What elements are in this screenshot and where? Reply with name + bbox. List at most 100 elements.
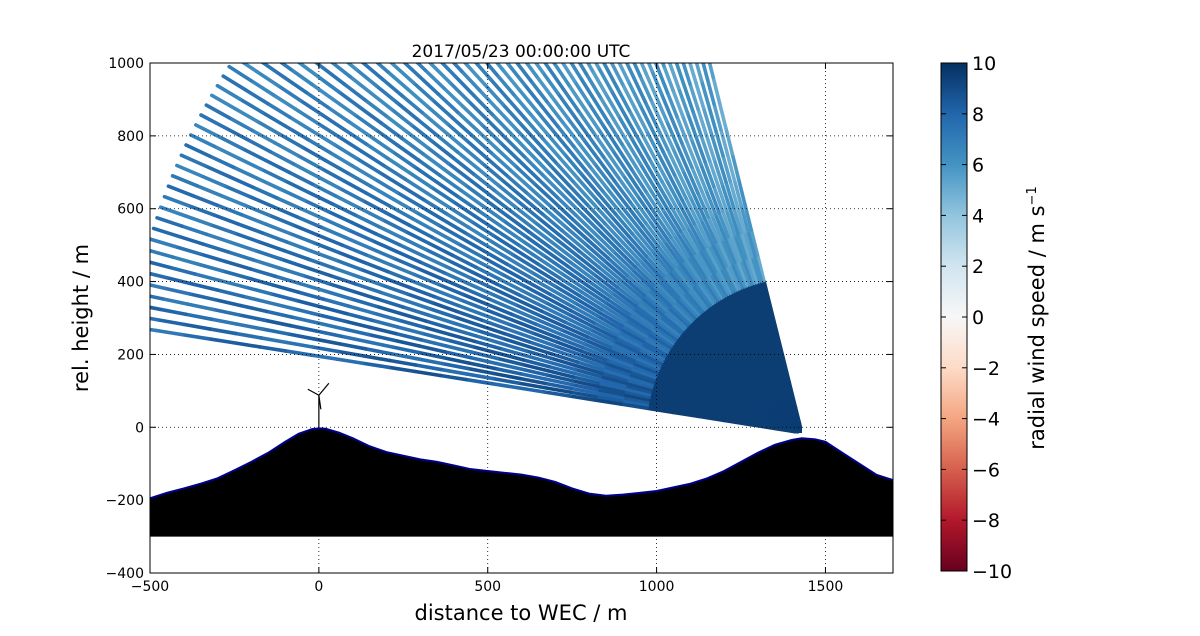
- scan-beam-segment: [261, 21, 282, 37]
- scan-beam-segment: [624, 237, 646, 261]
- scan-beam-segment: [703, 275, 721, 302]
- scan-beam-segment: [450, 115, 474, 138]
- scan-beam-segment: [447, 332, 477, 344]
- scan-beam-segment: [436, 92, 460, 114]
- scan-beam-segment: [227, 174, 255, 190]
- scan-beam-segment: [306, 190, 334, 206]
- x-tick-label: −500: [131, 579, 169, 595]
- scan-beam-segment: [692, 221, 708, 249]
- scan-beam-segment: [553, 160, 575, 184]
- scan-beam-segment: [698, 248, 715, 275]
- scan-beam-segment: [459, 69, 482, 92]
- scan-beam-segment: [659, 12, 667, 37]
- scan-beam-segment: [635, 301, 660, 322]
- scan-beam-segment: [643, 189, 662, 215]
- scan-beam-segment: [659, 121, 675, 149]
- scan-beam-segment: [285, 240, 314, 253]
- scan-beam-segment: [558, 156, 580, 180]
- scan-beam-segment: [408, 14, 426, 33]
- colorbar-label: radial wind speed / m s−1: [1025, 186, 1049, 449]
- scan-beam-segment: [337, 342, 368, 351]
- scan-beam-segment: [336, 89, 362, 110]
- scan-beam-segment: [622, 0, 632, 22]
- scan-beam-segment: [690, 165, 704, 194]
- scan-beam-segment: [592, 231, 616, 254]
- scan-beam-segment: [607, 348, 636, 363]
- scan-beam-segment: [630, 231, 652, 256]
- scan-beam-segment: [223, 259, 253, 271]
- scan-beam-segment: [523, 83, 544, 108]
- scan-beam-segment: [471, 270, 499, 286]
- scan-beam-segment: [495, 356, 525, 367]
- scan-beam-segment: [606, 297, 632, 317]
- scan-beam-segment: [536, 140, 558, 164]
- turbine-blade: [318, 395, 322, 410]
- scan-beam-segment: [731, 205, 744, 235]
- scan-beam-segment: [568, 308, 596, 325]
- scan-beam-segment: [455, 110, 479, 132]
- scan-beam-segment: [701, 105, 713, 135]
- scan-beam-segment: [309, 353, 339, 361]
- scan-beam-segment: [395, 190, 422, 208]
- scan-beam-segment: [399, 311, 428, 323]
- scan-beam-segment: [260, 110, 287, 128]
- scan-beam-segment: [615, 285, 640, 306]
- colorbar-ticks: 10 8 6 4 2 0 −2 −4 −6 −8 −10: [941, 53, 1012, 583]
- scan-beam-segment: [724, 126, 735, 156]
- scan-beam-segment: [278, 187, 307, 203]
- scan-beam-segment: [377, 170, 404, 188]
- chart-title: 2017/05/23 00:00:00 UTC: [412, 42, 631, 62]
- scan-beam-segment: [705, 77, 716, 107]
- scan-beam-segment: [680, 0, 687, 3]
- colorbar-tick-label: −6: [972, 459, 1000, 481]
- scan-beam-segment: [545, 296, 573, 313]
- scan-beam-segment: [527, 340, 556, 352]
- scan-beam-segment: [632, 197, 652, 223]
- scan-beam-segment: [664, 271, 685, 296]
- scan-beam-segment: [555, 91, 575, 117]
- scan-beam-segment: [509, 312, 538, 326]
- scan-beam-segment: [762, 278, 772, 308]
- scan-beam-segment: [479, 318, 508, 331]
- scan-beam-segment: [701, 27, 707, 52]
- scan-beam-segment: [665, 237, 685, 263]
- scan-beam-segment: [516, 243, 543, 262]
- scan-beam-segment: [652, 63, 666, 68]
- scan-beam-segment: [383, 276, 412, 290]
- scan-beam-segment: [694, 163, 708, 192]
- scan-beam-segment: [572, 79, 591, 106]
- scan-beam-segment: [738, 258, 751, 287]
- scan-beam-segment: [608, 252, 632, 275]
- scan-beam-segment: [712, 184, 725, 213]
- scan-beam-segment: [206, 336, 236, 345]
- scan-beam-segment: [560, 228, 584, 250]
- scan-beam-segment: [424, 247, 452, 263]
- scan-beam-segment: [694, 135, 707, 164]
- scan-beam-segment: [241, 294, 271, 305]
- scan-beam-segment: [562, 268, 589, 287]
- scan-beam-segment: [346, 171, 373, 189]
- scan-beam-segment: [732, 178, 743, 208]
- scan-beam-segment: [646, 398, 676, 408]
- scan-beam-segment: [221, 74, 248, 92]
- scan-beam-segment: [243, 88, 270, 106]
- scan-beam-segment: [711, 75, 722, 105]
- scan-beam-segment: [204, 232, 234, 245]
- scan-beam-segment: [426, 313, 455, 325]
- scan-beam-segment: [687, 3, 694, 28]
- scan-beam-segment: [155, 215, 184, 228]
- y-tick-label: 200: [117, 347, 144, 363]
- scan-beam-segment: [660, 179, 677, 207]
- scan-beam-segment: [677, 171, 692, 199]
- scan-beam-segment: [690, 284, 710, 309]
- scan-beam-segment: [723, 236, 737, 265]
- scan-beam-segment: [625, 273, 649, 295]
- scan-beam-segment: [489, 0, 504, 3]
- scan-beam-segment: [676, 333, 701, 354]
- scan-beam-segment: [471, 171, 496, 192]
- y-tick-label: 1000: [108, 56, 144, 72]
- scan-beam-segment: [315, 233, 344, 247]
- scan-beam-segment: [659, 276, 681, 300]
- scan-beam-segment: [276, 265, 305, 278]
- scan-beam-segment: [343, 235, 371, 250]
